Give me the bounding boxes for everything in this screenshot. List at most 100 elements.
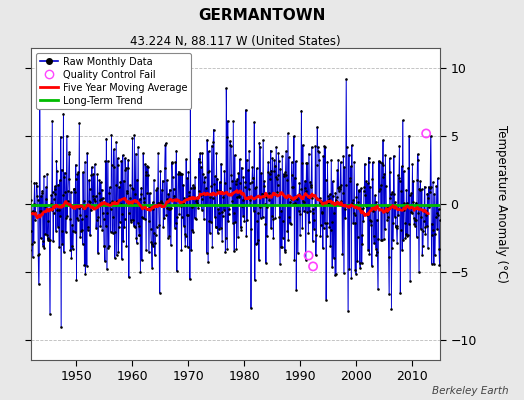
- Point: [358, 232, 366, 238]
- Point: [291, 174, 299, 181]
- Point: [363, 202, 372, 209]
- Point: [283, 130, 292, 137]
- Point: [78, 226, 86, 233]
- Point: [435, 262, 444, 268]
- Point: [221, 249, 230, 256]
- Point: [299, 142, 307, 148]
- Point: [29, 208, 37, 214]
- Point: [49, 210, 58, 216]
- Point: [49, 238, 57, 244]
- Point: [111, 255, 119, 261]
- Point: [287, 196, 296, 202]
- Point: [191, 174, 199, 180]
- Point: [106, 200, 114, 206]
- Point: [34, 252, 42, 258]
- Point: [117, 201, 125, 207]
- Point: [405, 221, 413, 227]
- Point: [197, 164, 205, 170]
- Point: [182, 212, 191, 218]
- Point: [370, 206, 379, 212]
- Point: [388, 244, 396, 251]
- Point: [305, 208, 314, 214]
- Point: [172, 220, 180, 226]
- Point: [399, 236, 407, 243]
- Point: [45, 206, 53, 213]
- Point: [420, 184, 429, 190]
- Point: [183, 175, 191, 182]
- Point: [155, 200, 163, 206]
- Point: [46, 237, 54, 244]
- Point: [257, 190, 266, 197]
- Point: [83, 150, 91, 156]
- Point: [412, 234, 421, 240]
- Point: [42, 231, 51, 238]
- Point: [267, 225, 275, 231]
- Point: [194, 156, 203, 162]
- Point: [410, 221, 419, 227]
- Point: [254, 236, 262, 243]
- Point: [378, 162, 387, 168]
- Point: [233, 194, 241, 200]
- Point: [110, 163, 118, 170]
- Point: [52, 228, 60, 234]
- Point: [116, 219, 124, 225]
- Point: [376, 182, 385, 188]
- Point: [227, 172, 236, 178]
- Point: [339, 190, 347, 196]
- Point: [147, 239, 155, 245]
- Point: [216, 188, 224, 194]
- Point: [219, 213, 227, 220]
- Point: [384, 214, 392, 220]
- Point: [295, 191, 303, 198]
- Point: [256, 144, 265, 150]
- Point: [45, 237, 53, 243]
- Point: [232, 246, 241, 252]
- Point: [117, 256, 126, 262]
- Point: [270, 157, 278, 163]
- Point: [136, 269, 145, 275]
- Point: [161, 140, 170, 147]
- Point: [429, 179, 437, 186]
- Point: [342, 76, 351, 82]
- Point: [40, 203, 49, 209]
- Point: [226, 142, 235, 148]
- Point: [184, 211, 192, 218]
- Point: [188, 227, 196, 233]
- Point: [302, 160, 311, 166]
- Point: [423, 223, 431, 230]
- Point: [346, 175, 355, 181]
- Point: [222, 85, 231, 91]
- Point: [283, 228, 291, 234]
- Point: [309, 206, 317, 212]
- Point: [185, 193, 193, 200]
- Point: [428, 220, 436, 227]
- Point: [309, 263, 317, 270]
- Point: [342, 144, 351, 150]
- Point: [345, 266, 354, 272]
- Point: [212, 224, 220, 230]
- Point: [36, 98, 44, 105]
- Point: [37, 208, 46, 214]
- Point: [56, 212, 64, 219]
- Point: [406, 192, 414, 198]
- Point: [324, 200, 333, 206]
- Point: [257, 170, 266, 176]
- Point: [259, 137, 267, 143]
- Point: [274, 150, 282, 156]
- Point: [294, 192, 302, 199]
- Point: [61, 229, 70, 235]
- Point: [279, 171, 288, 177]
- Point: [163, 235, 172, 241]
- Point: [58, 241, 67, 248]
- Point: [224, 218, 232, 224]
- Point: [359, 188, 368, 194]
- Point: [85, 186, 94, 192]
- Point: [412, 199, 420, 206]
- Point: [89, 193, 97, 200]
- Point: [185, 276, 194, 282]
- Point: [435, 246, 443, 252]
- Point: [103, 210, 112, 216]
- Point: [422, 208, 430, 214]
- Point: [351, 212, 359, 218]
- Point: [432, 183, 440, 189]
